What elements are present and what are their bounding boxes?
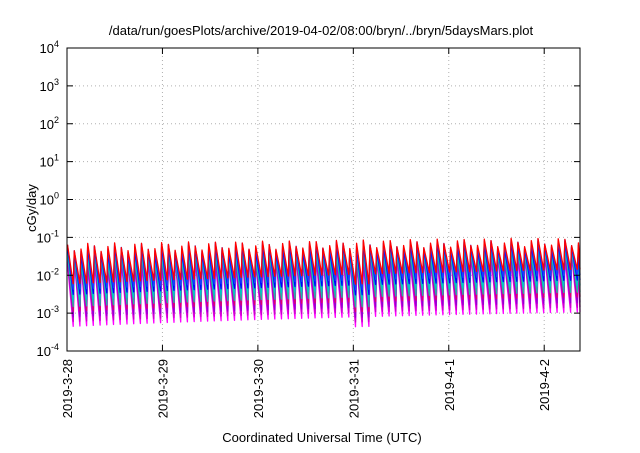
x-tick-label: 2019-4-2 xyxy=(537,359,552,411)
x-tick-label: 2019-4-1 xyxy=(442,359,457,411)
y-tick-label: 10-4 xyxy=(37,342,59,359)
x-tick-label: 2019-3-30 xyxy=(251,359,266,418)
x-axis-label: Coordinated Universal Time (UTC) xyxy=(222,430,421,445)
x-tick-label: 2019-3-31 xyxy=(346,359,361,418)
y-axis-label: cGy/day xyxy=(24,184,39,232)
chart-title: /data/run/goesPlots/archive/2019-04-02/0… xyxy=(109,23,534,38)
y-tick-label: 102 xyxy=(40,115,59,132)
y-tick-label: 10-2 xyxy=(37,266,59,283)
y-tick-label: 100 xyxy=(40,191,59,208)
series-line xyxy=(66,237,581,285)
axis-layer: 10-4 10-3 10-2 10-1 100 101 102 103 104 2019-3-28… xyxy=(37,39,580,418)
y-tick-label: 103 xyxy=(40,77,59,94)
y-tick-label: 104 xyxy=(40,39,59,56)
y-tick-label: 101 xyxy=(40,153,59,170)
x-tick-label: 2019-3-28 xyxy=(60,359,75,418)
series-layer xyxy=(66,237,581,328)
x-tick-label: 2019-3-29 xyxy=(155,359,170,418)
y-tick-label: 10-1 xyxy=(37,228,59,245)
y-tick-label: 10-3 xyxy=(37,304,59,321)
